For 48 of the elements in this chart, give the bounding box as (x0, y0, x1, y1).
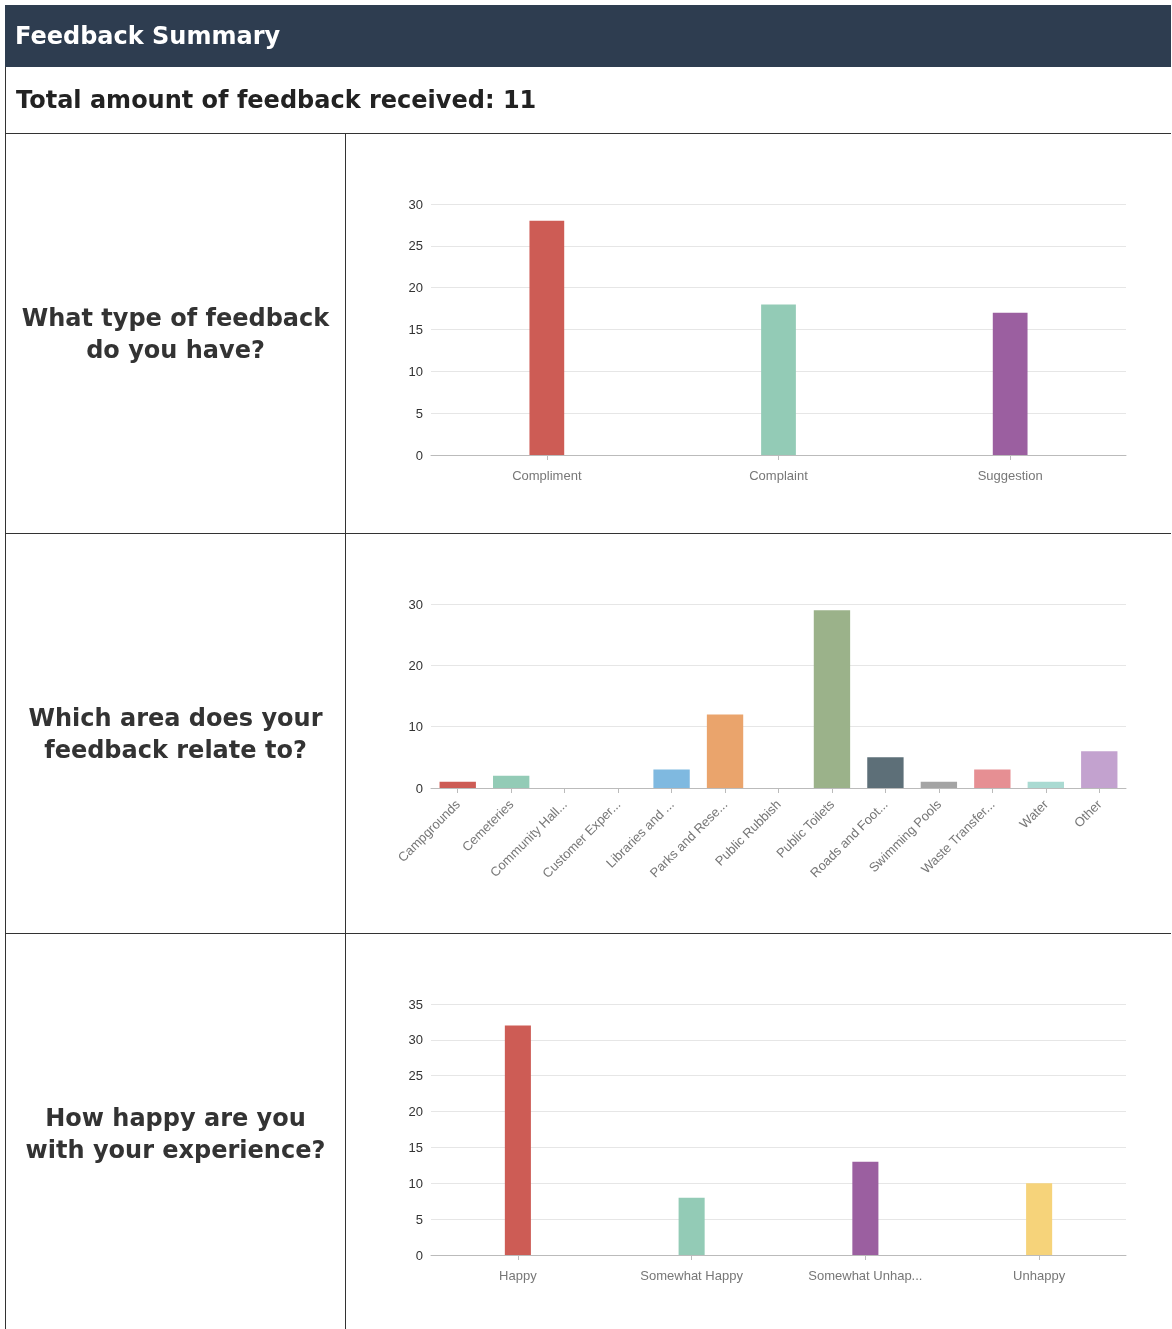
x-tick-label: Unhappy (1013, 1268, 1066, 1283)
text: Total amount of feedback received: 11 (5, 67, 1171, 134)
y-tick-label: 5 (415, 405, 423, 421)
x-tick-label: Compliment (512, 468, 582, 483)
y-tick-label: 0 (415, 447, 423, 463)
x-tick-label: Somewhat Unhap... (808, 1268, 923, 1283)
bar (1081, 751, 1118, 788)
bar (1026, 1183, 1053, 1255)
bar (920, 781, 958, 788)
bar (992, 312, 1028, 455)
bar (706, 714, 744, 788)
y-tick-label: 30 (408, 196, 423, 212)
bar (852, 1161, 879, 1255)
y-tick-label: 15 (408, 1139, 423, 1155)
y-tick-label: 20 (408, 280, 423, 296)
y-tick-label: 25 (408, 1068, 423, 1084)
y-tick-label: 20 (408, 1104, 423, 1120)
bar (493, 775, 530, 788)
y-tick-label: 20 (408, 657, 423, 673)
y-tick-label: 0 (415, 780, 423, 796)
y-tick-label: 0 (415, 1247, 423, 1263)
bar (867, 757, 904, 788)
y-tick-label: 5 (415, 1211, 423, 1227)
y-tick-label: 10 (408, 363, 423, 379)
text: Feedback Summary (5, 5, 1171, 67)
y-tick-label: 30 (408, 596, 423, 612)
y-tick-label: 30 (408, 1032, 423, 1048)
text: How happy are you with your experience? (6, 934, 346, 1329)
bar (761, 304, 796, 455)
y-tick-label: 10 (408, 1175, 423, 1191)
x-tick-label: Somewhat Happy (640, 1268, 744, 1283)
y-tick-label: 25 (408, 238, 423, 254)
y-tick-label: 10 (408, 719, 423, 735)
y-tick-label: 35 (408, 996, 423, 1012)
x-tick-label: Complaint (749, 468, 809, 483)
bar (678, 1197, 705, 1255)
bar (529, 220, 565, 455)
bar (653, 769, 690, 788)
bar (813, 610, 851, 788)
bar (974, 769, 1011, 788)
bar (1027, 781, 1064, 788)
text: What type of feedback do you have? (6, 134, 346, 533)
x-tick-label: Suggestion (977, 468, 1043, 483)
text: Which area does your feedback relate to? (6, 534, 346, 933)
bar (439, 781, 476, 788)
y-tick-label: 15 (408, 322, 423, 337)
bar (504, 1025, 531, 1255)
x-tick-label: Happy (499, 1268, 538, 1283)
